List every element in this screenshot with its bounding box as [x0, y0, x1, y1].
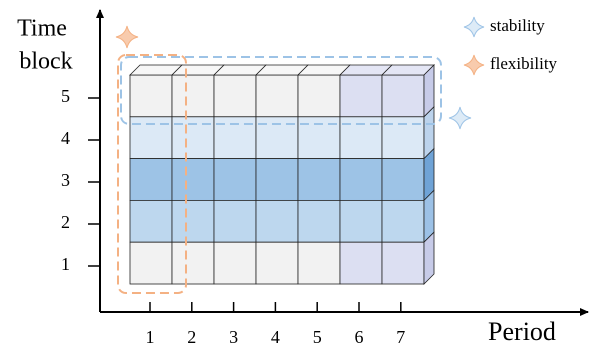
block-grid: [129, 64, 435, 285]
block-face: [255, 199, 299, 243]
block-face: [381, 158, 425, 201]
block-face: [129, 74, 173, 118]
stability-box: [120, 56, 442, 125]
flexibility-star: [115, 25, 139, 49]
x-tick-label: 4: [271, 327, 280, 347]
y-tick-label: 2: [61, 212, 70, 232]
y-tick-label: 5: [61, 86, 70, 106]
block-face: [339, 74, 383, 118]
x-tick-label: 3: [229, 327, 238, 347]
block-face: [213, 74, 257, 118]
x-tick-label: 7: [396, 327, 405, 347]
stability-star: [448, 106, 472, 130]
legend-label: stability: [490, 16, 545, 35]
block-face: [339, 158, 383, 201]
flexibility-box: [117, 54, 187, 294]
legend-label: flexibility: [490, 54, 558, 73]
block-face: [129, 158, 173, 201]
block-face: [255, 74, 299, 118]
block-face: [171, 241, 215, 285]
block-face: [297, 74, 341, 118]
legend-flexibility-star: [463, 54, 485, 76]
block-face: [171, 199, 215, 243]
block-face: [213, 199, 257, 243]
legend-stability-star: [463, 16, 485, 38]
block-face: [213, 241, 257, 285]
y-tick-label: 4: [61, 128, 70, 148]
x-tick-label: 1: [146, 327, 155, 347]
x-tick-label: 2: [187, 327, 196, 347]
block-face: [171, 74, 215, 118]
block-face: [129, 241, 173, 285]
y-axis-label: Time: [17, 16, 67, 42]
x-tick-label: 5: [313, 327, 322, 347]
block-face: [129, 199, 173, 243]
block-face: [213, 158, 257, 201]
y-axis-label: block: [19, 49, 72, 75]
block-face: [297, 241, 341, 285]
block-side: [423, 231, 435, 285]
block-face: [381, 199, 425, 243]
block-face: [297, 158, 341, 201]
block-face: [339, 241, 383, 285]
block-face: [255, 158, 299, 201]
block-face: [339, 199, 383, 243]
block-face: [255, 241, 299, 285]
block-face: [381, 74, 425, 118]
y-tick-label: 1: [61, 254, 70, 274]
x-axis-label: Period: [488, 317, 556, 346]
y-tick-label: 3: [61, 170, 70, 190]
block-face: [381, 241, 425, 285]
x-tick-label: 6: [355, 327, 364, 347]
block-face: [297, 199, 341, 243]
block-face: [171, 158, 215, 201]
